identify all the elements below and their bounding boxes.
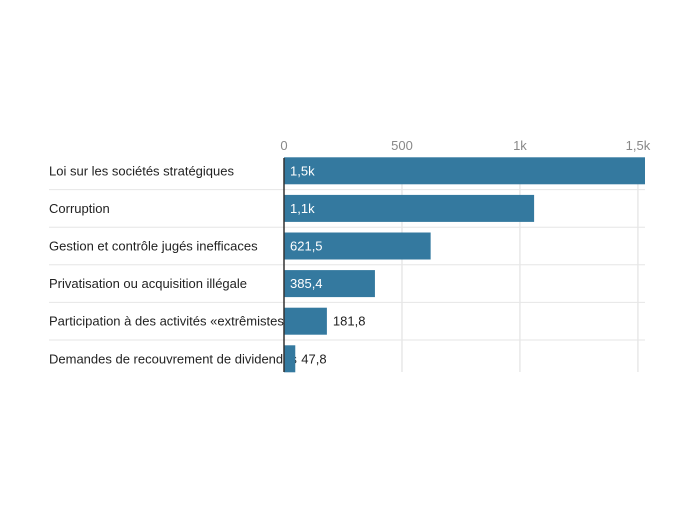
bar bbox=[284, 157, 645, 185]
x-tick-label: 1k bbox=[513, 138, 527, 153]
category-label: Privatisation ou acquisition illégale bbox=[49, 276, 247, 291]
value-label: 1,1k bbox=[290, 201, 315, 216]
x-tick-label: 0 bbox=[280, 138, 287, 153]
value-label: 181,8 bbox=[333, 314, 366, 329]
value-label: 1,5k bbox=[290, 163, 315, 178]
bar bbox=[284, 307, 327, 335]
category-label: Participation à des activités «extrêmist… bbox=[49, 314, 291, 329]
category-label: Demandes de recouvrement de dividendes bbox=[49, 351, 297, 366]
x-tick-label: 1,5k bbox=[626, 138, 651, 153]
category-label: Gestion et contrôle jugés inefficaces bbox=[49, 239, 258, 254]
value-label: 621,5 bbox=[290, 239, 323, 254]
x-tick-label: 500 bbox=[391, 138, 413, 153]
bar bbox=[284, 345, 296, 373]
category-label: Corruption bbox=[49, 201, 110, 216]
category-label: Loi sur les sociétés stratégiques bbox=[49, 163, 234, 178]
value-label: 47,8 bbox=[301, 351, 326, 366]
bar bbox=[284, 270, 375, 298]
bar bbox=[284, 194, 535, 222]
value-label: 385,4 bbox=[290, 276, 323, 291]
bar bbox=[284, 232, 431, 260]
